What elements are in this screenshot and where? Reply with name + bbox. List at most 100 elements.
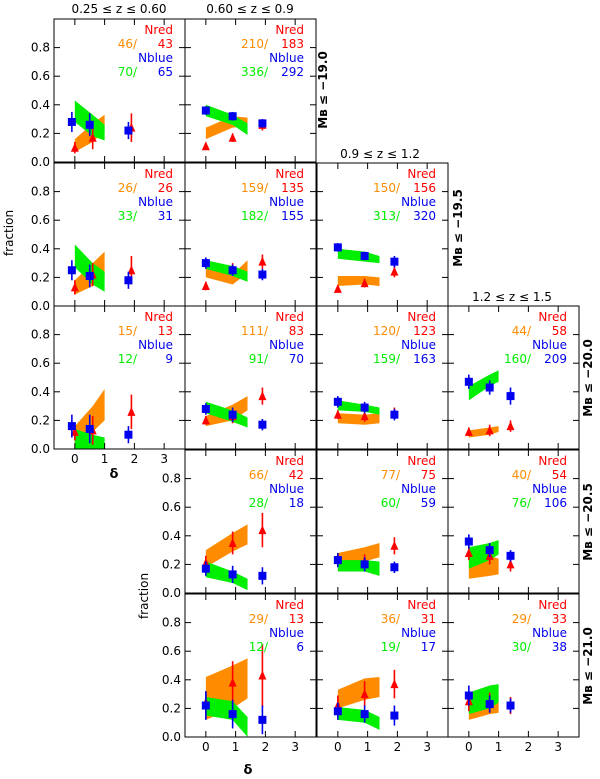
x-tick-label: 3 bbox=[291, 740, 299, 754]
nblue-count: 292 bbox=[281, 65, 304, 79]
y-tick-label: 0.0 bbox=[162, 586, 181, 600]
nblue-total-count: 70/ bbox=[118, 65, 138, 79]
y-tick-label: 0.8 bbox=[31, 185, 50, 199]
blue-square-point bbox=[258, 119, 267, 128]
nblue-label: Nblue bbox=[269, 338, 304, 352]
x-tick-label: 3 bbox=[160, 452, 168, 466]
red-triangle-point bbox=[360, 278, 369, 288]
nblue-label: Nblue bbox=[269, 195, 304, 209]
nblue-label: Nblue bbox=[269, 626, 304, 640]
red-triangle-point bbox=[333, 283, 342, 293]
blue-square-point bbox=[485, 383, 494, 392]
red-triangle-point bbox=[258, 670, 267, 680]
blue-square-point bbox=[228, 410, 237, 419]
panel-frame bbox=[447, 593, 580, 738]
blue-square-point bbox=[464, 537, 473, 546]
red-triangle-point bbox=[228, 132, 237, 142]
blue-square-point bbox=[333, 707, 342, 716]
panel-frame bbox=[184, 449, 317, 594]
panel-frame bbox=[184, 305, 317, 450]
red-triangle-point bbox=[506, 421, 515, 431]
red-fraction-band bbox=[337, 542, 380, 563]
nblue-label: Nblue bbox=[532, 626, 567, 640]
blue-square-point bbox=[390, 410, 399, 419]
nred-total-count: 46/ bbox=[118, 37, 138, 51]
nred-total-count: 111/ bbox=[241, 324, 269, 338]
blue-square-point bbox=[258, 571, 267, 580]
nblue-count: 38 bbox=[552, 640, 567, 654]
red-triangle-point bbox=[201, 415, 210, 425]
magnitude-bin-label: Mʙ ≤ −19.5 bbox=[451, 189, 465, 267]
nred-count: 43 bbox=[158, 37, 173, 51]
red-triangle-point bbox=[390, 266, 399, 276]
nred-total-count: 150/ bbox=[373, 181, 401, 195]
y-tick-label: 0.6 bbox=[162, 644, 181, 658]
nred-total-count: 29/ bbox=[249, 612, 269, 626]
nblue-label: Nblue bbox=[401, 195, 436, 209]
blue-fraction-band bbox=[337, 560, 380, 576]
blue-square-point bbox=[201, 106, 210, 115]
y-tick-label: 0.8 bbox=[162, 616, 181, 630]
nred-label: Nred bbox=[538, 310, 567, 324]
x-tick-label: 2 bbox=[394, 740, 402, 754]
blue-square-point bbox=[390, 563, 399, 572]
y-tick-label: 0.0 bbox=[162, 730, 181, 744]
nblue-label: Nblue bbox=[138, 338, 173, 352]
nred-total-count: 77/ bbox=[381, 468, 401, 482]
nblue-label: Nblue bbox=[269, 482, 304, 496]
nred-total-count: 29/ bbox=[512, 612, 532, 626]
nblue-label: Nblue bbox=[269, 51, 304, 65]
nblue-count: 59 bbox=[421, 496, 436, 510]
nblue-total-count: 12/ bbox=[118, 352, 138, 366]
nblue-label: Nblue bbox=[138, 51, 173, 65]
y-tick-label: 0.8 bbox=[31, 328, 50, 342]
red-triangle-point bbox=[464, 426, 473, 436]
x-tick-label: 1 bbox=[495, 740, 503, 754]
red-fraction-band bbox=[337, 676, 380, 709]
nblue-total-count: 313/ bbox=[373, 209, 401, 223]
blue-square-point bbox=[506, 701, 515, 710]
nblue-label: Nblue bbox=[532, 482, 567, 496]
nblue-count: 17 bbox=[421, 640, 436, 654]
red-triangle-point bbox=[70, 282, 79, 292]
blue-fraction-band bbox=[205, 401, 248, 428]
panel-frame bbox=[447, 305, 580, 450]
blue-fraction-band bbox=[337, 248, 380, 264]
blue-fraction-band bbox=[337, 400, 380, 415]
blue-square-point bbox=[85, 120, 94, 129]
blue-square-point bbox=[67, 266, 76, 275]
blue-square-point bbox=[360, 251, 369, 260]
nblue-total-count: 91/ bbox=[249, 352, 269, 366]
nblue-count: 9 bbox=[165, 352, 173, 366]
y-tick-label: 0.4 bbox=[31, 242, 50, 256]
red-triangle-point bbox=[258, 256, 267, 266]
nblue-total-count: 160/ bbox=[504, 352, 532, 366]
blue-square-point bbox=[258, 420, 267, 429]
x-tick-label: 2 bbox=[262, 740, 270, 754]
x-axis-title: δ bbox=[244, 763, 253, 778]
nred-total-count: 44/ bbox=[512, 324, 532, 338]
nblue-label: Nblue bbox=[401, 626, 436, 640]
nred-count: 83 bbox=[289, 324, 304, 338]
red-fraction-band bbox=[337, 275, 380, 286]
red-triangle-point bbox=[360, 689, 369, 699]
blue-square-point bbox=[228, 266, 237, 275]
nred-total-count: 120/ bbox=[373, 324, 401, 338]
nred-label: Nred bbox=[275, 310, 304, 324]
blue-square-point bbox=[124, 276, 133, 285]
y-axis-title: fraction bbox=[137, 573, 151, 619]
blue-square-point bbox=[390, 257, 399, 266]
panel-frame bbox=[184, 18, 317, 163]
nred-total-count: 26/ bbox=[118, 181, 138, 195]
blue-square-point bbox=[124, 430, 133, 439]
red-triangle-point bbox=[258, 525, 267, 535]
red-triangle-point bbox=[390, 679, 399, 689]
blue-square-point bbox=[390, 711, 399, 720]
blue-square-point bbox=[228, 112, 237, 121]
nblue-total-count: 33/ bbox=[118, 209, 138, 223]
redshift-bin-label: 0.60 ≤ z ≤ 0.9 bbox=[206, 2, 293, 16]
blue-square-point bbox=[258, 715, 267, 724]
nred-label: Nred bbox=[275, 598, 304, 612]
